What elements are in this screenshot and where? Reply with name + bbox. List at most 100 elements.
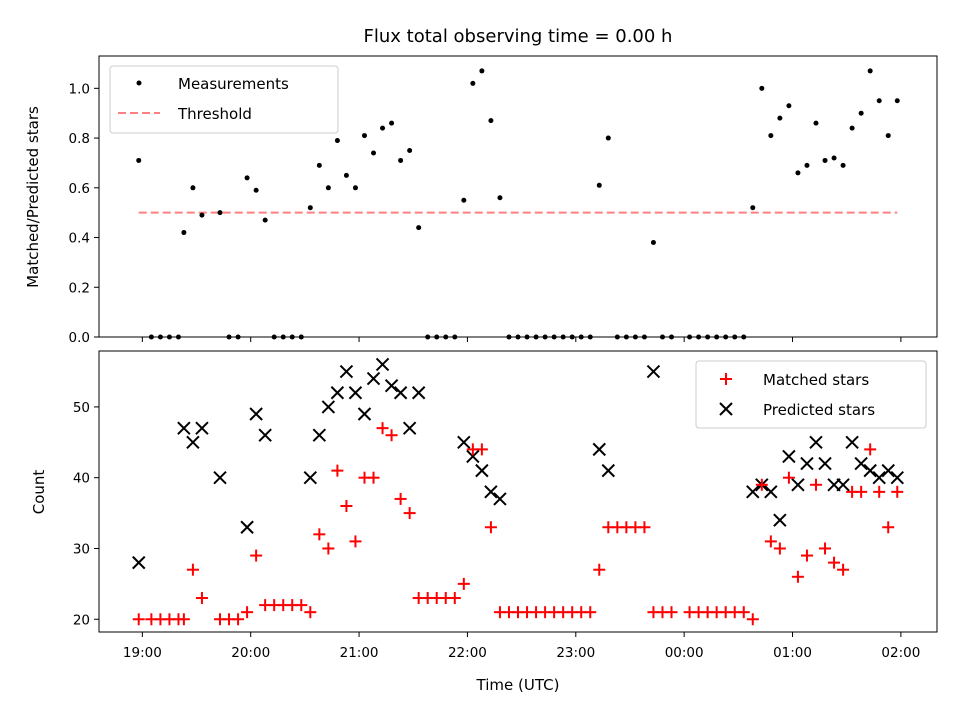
matched-star-point	[304, 606, 317, 619]
measurement-point	[569, 334, 575, 340]
bottom-y-tick-label: 20	[73, 612, 90, 628]
measurement-point	[696, 334, 702, 340]
predicted-star-point	[132, 555, 146, 570]
measurement-point	[605, 135, 611, 141]
matched-star-point	[475, 443, 488, 456]
matched-star-point	[340, 500, 353, 513]
predicted-star-point	[366, 371, 381, 386]
matched-star-point	[186, 563, 199, 576]
measurement-point	[361, 133, 367, 139]
top-y-tick-label: 0.4	[69, 231, 90, 247]
measurement-point	[190, 185, 196, 191]
top-y-tick-label: 0.6	[69, 181, 90, 197]
predicted-star-point	[890, 470, 904, 485]
matched-star-point	[773, 542, 786, 555]
predicted-star-point	[800, 456, 814, 471]
measurement-point	[542, 334, 548, 340]
predicted-star-point	[186, 435, 200, 450]
predicted-star-point	[321, 400, 336, 414]
measurement-point	[479, 68, 485, 74]
matched-star-point	[809, 478, 822, 491]
predicted-star-point	[818, 456, 832, 471]
top-y-tick-label: 1.0	[69, 81, 90, 97]
predicted-star-point	[258, 428, 272, 442]
measurement-point	[732, 334, 738, 340]
bottom-x-tick-label: 00:00	[665, 645, 704, 661]
predicted-star-point	[746, 485, 760, 499]
matched-star-point	[584, 606, 597, 619]
legend-measurements-marker	[136, 80, 142, 86]
legend-matched-label: Matched stars	[763, 371, 869, 389]
measurement-point	[352, 185, 358, 191]
predicted-star-point	[457, 435, 471, 450]
bottom-x-axis: 19:00 20:00 21:00 22:00 23:00 00:00 01:00 02:00	[123, 632, 920, 661]
predicted-star-point	[836, 478, 850, 492]
matched-star-point	[791, 570, 804, 583]
bottom-y-tick-label: 50	[73, 400, 90, 416]
measurement-point	[768, 133, 774, 139]
legend-predicted-label: Predicted stars	[763, 401, 875, 419]
measurement-point	[506, 334, 512, 340]
matched-star-point	[385, 429, 398, 442]
predicted-star-point	[592, 442, 606, 457]
measurement-point	[858, 110, 864, 116]
legend-matched-marker	[720, 373, 732, 385]
measurement-point	[334, 138, 340, 144]
measurement-point	[885, 133, 891, 139]
measurement-point	[443, 334, 449, 340]
matched-star-point	[755, 478, 768, 491]
measurement-point	[244, 175, 250, 181]
predicted-star-point	[393, 386, 408, 400]
matched-star-point	[764, 535, 777, 548]
measurement-point	[398, 157, 404, 163]
predicted-star-point	[466, 449, 480, 464]
bottom-x-tick-label: 19:00	[123, 645, 162, 661]
measurement-point	[280, 334, 286, 340]
predicted-star-point	[330, 386, 345, 400]
bottom-y-tick-label: 40	[73, 471, 90, 487]
predicted-star-point	[384, 378, 399, 393]
legend-measurements-label: Measurements	[178, 75, 289, 93]
measurement-point	[551, 334, 557, 340]
matched-star-point	[250, 549, 263, 562]
predicted-star-point	[493, 492, 507, 506]
measurement-point	[867, 68, 873, 74]
measurement-point	[199, 212, 205, 218]
predicted-star-point	[348, 386, 363, 400]
predicted-star-point	[357, 407, 372, 421]
predicted-star-point	[375, 357, 390, 372]
measurement-point	[371, 150, 377, 156]
measurement-point	[524, 334, 530, 340]
bottom-x-tick-label: 22:00	[448, 645, 487, 661]
bottom-plot-area	[98, 350, 938, 633]
measurement-point	[343, 172, 349, 178]
measurement-point	[741, 334, 747, 340]
measurement-point	[316, 162, 322, 168]
predicted-star-point	[646, 364, 661, 379]
measurement-point	[515, 334, 521, 340]
bottom-y-axis-label: Count	[30, 470, 48, 515]
predicted-star-point	[782, 449, 796, 464]
top-legend-box	[109, 65, 339, 134]
top-y-axis-label: Matched/Predicted stars	[24, 106, 42, 288]
bottom-x-tick-label: 20:00	[231, 645, 270, 661]
measurement-point	[226, 334, 232, 340]
matched-star-point	[593, 563, 606, 576]
predicted-star-point	[339, 364, 354, 379]
measurement-point	[714, 334, 720, 340]
matched-star-point	[737, 606, 750, 619]
measurement-point	[777, 115, 783, 121]
measurement-point	[253, 187, 259, 193]
predicted-stars-series	[132, 357, 904, 570]
measurement-point	[148, 334, 154, 340]
matched-stars-series	[132, 422, 904, 626]
measurement-point	[623, 334, 629, 340]
bottom-y-tick-label: 30	[73, 541, 90, 557]
measurement-point	[389, 120, 395, 126]
measurement-point	[641, 334, 647, 340]
measurement-point	[614, 334, 620, 340]
matched-star-point	[448, 592, 461, 605]
top-y-axis: 0.0 0.2 0.4 0.6 0.8 1.0	[69, 81, 99, 346]
matched-star-point	[782, 471, 795, 484]
measurement-point	[298, 334, 304, 340]
